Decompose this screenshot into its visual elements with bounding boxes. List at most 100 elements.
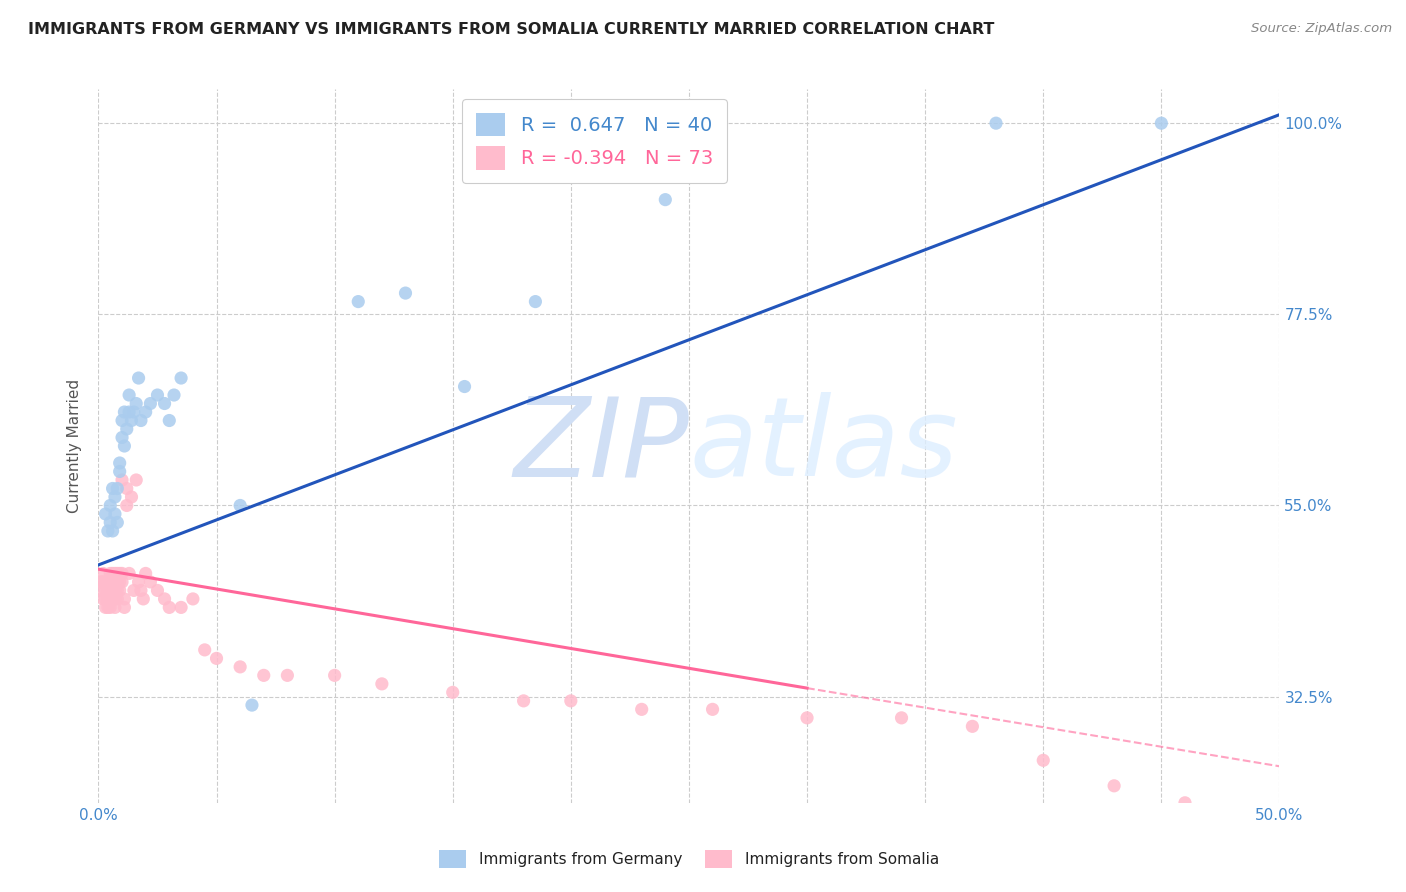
Point [153,396,176,410]
Point [129,413,152,427]
Point [104,490,127,504]
Point [371,677,394,691]
Point [98,566,121,581]
Point [108,583,131,598]
Point [115,482,138,496]
Point [512,694,534,708]
Point [1102,779,1125,793]
Point [94,591,117,606]
Point [276,668,298,682]
Point [104,600,127,615]
Point [108,574,131,589]
Point [347,294,370,309]
Point [91,574,114,589]
Point [98,600,121,615]
Point [97,583,120,598]
Point [97,591,120,606]
Point [101,482,124,496]
Point [105,482,128,496]
Point [115,422,138,436]
Point [105,591,128,606]
Point [205,651,228,665]
Point [132,591,155,606]
Point [129,583,152,598]
Point [97,524,120,538]
Point [121,413,143,427]
Point [135,566,157,581]
Point [654,193,676,207]
Point [118,388,141,402]
Point [125,396,148,410]
Point [108,465,131,479]
Point [229,660,252,674]
Point [194,643,217,657]
Point [101,591,124,606]
Point [170,600,193,615]
Point [181,591,204,606]
Point [240,698,263,712]
Point [98,574,121,589]
Y-axis label: Currently Married: Currently Married [67,379,83,513]
Text: IMMIGRANTS FROM GERMANY VS IMMIGRANTS FROM SOMALIA CURRENTLY MARRIED CORRELATION: IMMIGRANTS FROM GERMANY VS IMMIGRANTS FR… [28,22,994,37]
Point [101,574,124,589]
Point [111,473,134,487]
Point [135,405,157,419]
Point [90,583,112,598]
Point [98,516,121,530]
Point [104,583,127,598]
Legend: Immigrants from Germany, Immigrants from Somalia: Immigrants from Germany, Immigrants from… [433,844,945,873]
Point [98,499,121,513]
Point [122,583,145,598]
Point [524,294,547,309]
Point [253,668,276,682]
Point [1150,116,1173,130]
Point [1174,796,1197,810]
Point [101,566,124,581]
Point [104,566,127,581]
Point [91,566,114,581]
Point [105,566,128,581]
Point [122,405,145,419]
Point [94,583,117,598]
Text: ZIP: ZIP [513,392,689,500]
Point [112,439,135,453]
Point [118,566,141,581]
Point [112,591,135,606]
Text: Source: ZipAtlas.com: Source: ZipAtlas.com [1251,22,1392,36]
Point [453,379,475,393]
Point [105,583,128,598]
Point [105,516,128,530]
Point [104,591,127,606]
Text: atlas: atlas [689,392,957,500]
Point [101,583,124,598]
Point [702,702,724,716]
Point [163,388,186,402]
Point [128,574,150,589]
Point [104,507,127,521]
Point [128,371,150,385]
Point [441,685,464,699]
Point [962,719,984,733]
Point [984,116,1007,130]
Point [101,524,124,538]
Point [170,371,193,385]
Point [146,583,169,598]
Point [121,490,143,504]
Point [90,574,112,589]
Point [104,574,127,589]
Point [560,694,582,708]
Point [108,566,131,581]
Point [796,711,818,725]
Point [890,711,912,725]
Point [111,574,134,589]
Point [125,473,148,487]
Point [98,583,121,598]
Point [94,574,117,589]
Point [97,600,120,615]
Point [98,591,121,606]
Point [323,668,346,682]
Point [111,566,134,581]
Point [139,574,162,589]
Point [111,413,134,427]
Point [157,413,180,427]
